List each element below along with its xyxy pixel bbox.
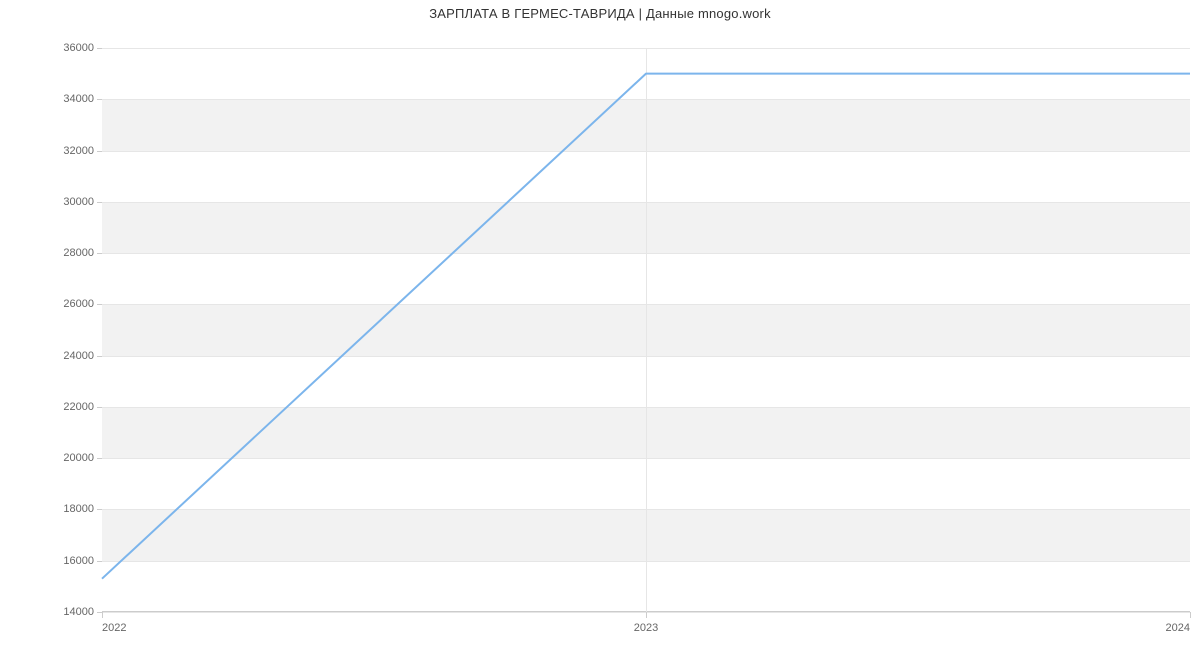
line-series-svg <box>102 48 1190 612</box>
y-tick-label: 14000 <box>63 606 94 618</box>
series-line-salary <box>102 74 1190 579</box>
y-tick-label: 26000 <box>63 298 94 310</box>
x-tick-mark <box>1190 612 1191 618</box>
x-tick-mark <box>646 612 647 618</box>
y-tick-label: 22000 <box>63 401 94 413</box>
y-tick-label: 16000 <box>63 555 94 567</box>
y-tick-label: 20000 <box>63 452 94 464</box>
plot-area: 1400016000180002000022000240002600028000… <box>102 48 1190 612</box>
x-tick-mark <box>102 612 103 618</box>
y-tick-label: 34000 <box>63 93 94 105</box>
x-tick-label: 2022 <box>102 622 126 634</box>
chart-container: ЗАРПЛАТА В ГЕРМЕС-ТАВРИДА | Данные mnogo… <box>0 0 1200 650</box>
y-tick-label: 18000 <box>63 503 94 515</box>
x-tick-label: 2024 <box>1166 622 1190 634</box>
x-tick-label: 2023 <box>634 622 658 634</box>
y-tick-label: 36000 <box>63 42 94 54</box>
chart-title: ЗАРПЛАТА В ГЕРМЕС-ТАВРИДА | Данные mnogo… <box>0 6 1200 21</box>
y-tick-label: 30000 <box>63 196 94 208</box>
y-tick-label: 24000 <box>63 350 94 362</box>
y-tick-label: 28000 <box>63 247 94 259</box>
y-tick-label: 32000 <box>63 145 94 157</box>
